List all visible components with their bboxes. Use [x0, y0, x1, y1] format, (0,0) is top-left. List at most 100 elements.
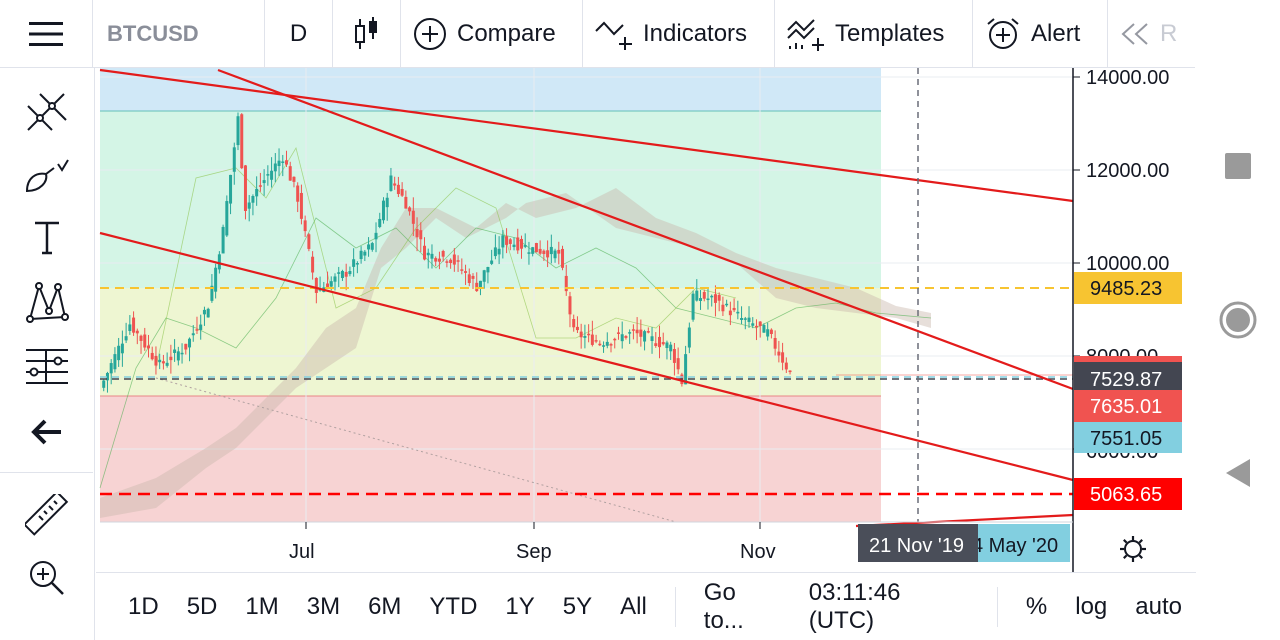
candle-body	[109, 363, 113, 374]
range-6m[interactable]: 6M	[368, 592, 402, 620]
candle-body	[717, 295, 721, 301]
candle-body	[672, 348, 676, 363]
brush-tool[interactable]	[0, 146, 93, 206]
time-tick-label: Nov	[740, 541, 776, 563]
candle-body	[702, 292, 706, 299]
measure-tool[interactable]	[0, 486, 93, 546]
range-3m[interactable]: 3M	[306, 592, 341, 620]
candle-body	[255, 188, 259, 197]
candle-body	[695, 290, 699, 301]
text-tool[interactable]	[0, 208, 93, 268]
candle-body	[176, 351, 180, 361]
price-badge-yellow[interactable]: 9485.23	[1074, 272, 1182, 304]
candle-body	[150, 352, 154, 360]
price-badge-blue[interactable]: 7551.05	[1074, 422, 1182, 453]
brush-icon	[25, 159, 69, 193]
range-1d[interactable]: 1D	[128, 592, 159, 620]
candle-body	[191, 333, 195, 336]
chart-pane[interactable]: 14000.00 12000.00 10000.00 8000.00 6000.…	[96, 67, 1196, 572]
home-button[interactable]	[1218, 300, 1258, 340]
recents-button[interactable]	[1218, 146, 1258, 186]
candle-body	[307, 234, 311, 249]
templates-icon	[787, 18, 824, 51]
candle-body	[374, 232, 378, 240]
candle-body	[598, 343, 602, 346]
candle-body	[758, 321, 762, 326]
percent-toggle[interactable]: %	[1025, 592, 1048, 620]
hide-toolbar-button[interactable]	[0, 402, 93, 462]
back-button[interactable]	[1218, 453, 1258, 493]
candle-body	[188, 338, 192, 348]
candle-body	[538, 248, 542, 254]
price-badge-red[interactable]: 7635.01	[1074, 390, 1182, 422]
candle-body	[452, 254, 456, 265]
range-5y[interactable]: 5Y	[562, 592, 593, 620]
chart-settings-button[interactable]	[1120, 536, 1146, 562]
crosshair-lines-icon	[26, 93, 67, 131]
candle-body	[195, 329, 199, 331]
candle-body	[449, 259, 453, 264]
candle-body	[210, 285, 214, 301]
indicators-label: Indicators	[643, 19, 748, 47]
compare-button[interactable]: Compare	[401, 0, 583, 67]
trend-line-tool[interactable]	[0, 82, 93, 142]
candle-body	[777, 351, 781, 356]
templates-button[interactable]: Templates	[775, 0, 973, 67]
candle-body	[236, 116, 240, 146]
back-triangle-icon	[1226, 459, 1250, 487]
range-ytd[interactable]: YTD	[429, 592, 478, 620]
pattern-tool[interactable]	[0, 272, 93, 332]
fib-levels-tool[interactable]	[0, 336, 93, 396]
range-5d[interactable]: 5D	[186, 592, 218, 620]
utc-clock[interactable]: 03:11:46 (UTC)	[808, 578, 901, 634]
candle-body	[766, 329, 770, 337]
menu-button[interactable]	[0, 0, 93, 67]
chart-svg[interactable]: 14000.00 12000.00 10000.00 8000.00 6000.…	[96, 67, 1196, 572]
candle-body	[221, 226, 225, 254]
date-badge-blue: 4 May '20	[964, 524, 1070, 562]
range-1m[interactable]: 1M	[245, 592, 279, 620]
candle-body	[549, 246, 553, 255]
zoom-tool[interactable]	[0, 548, 93, 608]
candle-body	[557, 249, 561, 254]
price-badge-bright-red[interactable]: 5063.65	[1074, 478, 1182, 510]
alert-button[interactable]: Alert	[973, 0, 1108, 67]
replay-button[interactable]: R	[1108, 0, 1189, 67]
candle-body	[572, 319, 576, 328]
candle-body	[725, 303, 729, 306]
candle-body	[516, 237, 520, 251]
candle-body	[143, 334, 147, 348]
goto-button[interactable]: Go to...	[703, 578, 744, 634]
log-toggle[interactable]: log	[1075, 592, 1108, 620]
symbol-search[interactable]: BTCUSD	[93, 0, 265, 67]
candle-body	[620, 334, 624, 342]
price-tick-label: 14000.00	[1086, 68, 1169, 89]
drawing-toolbar	[0, 68, 95, 640]
range-1y[interactable]: 1Y	[505, 592, 535, 620]
candle-body	[247, 202, 251, 209]
candle-body	[583, 335, 587, 338]
auto-toggle[interactable]: auto	[1135, 592, 1182, 620]
badge-7551: 7551.05	[1090, 428, 1162, 450]
range-all[interactable]: All	[620, 592, 647, 620]
interval-button[interactable]: D	[265, 0, 333, 67]
candle-body	[113, 354, 117, 370]
candle-body	[743, 318, 747, 320]
indicators-button[interactable]: Indicators	[583, 0, 775, 67]
candle-body	[781, 352, 785, 363]
candle-body	[117, 345, 121, 361]
badge-5063: 5063.65	[1090, 484, 1162, 506]
candle-body	[658, 336, 661, 348]
time-ticks: Jul Sep Nov	[289, 522, 776, 563]
candle-body	[381, 200, 385, 221]
candle-body	[232, 147, 236, 172]
candle-body	[292, 176, 296, 182]
candle-body	[396, 184, 400, 195]
candle-body	[355, 263, 359, 265]
candle-body	[721, 304, 725, 312]
chart-type-button[interactable]	[333, 0, 401, 67]
candle-body	[605, 341, 609, 346]
candle-body	[505, 236, 509, 245]
price-badge-dark[interactable]: 7529.87	[1074, 362, 1182, 394]
home-circle-icon	[1219, 301, 1257, 339]
